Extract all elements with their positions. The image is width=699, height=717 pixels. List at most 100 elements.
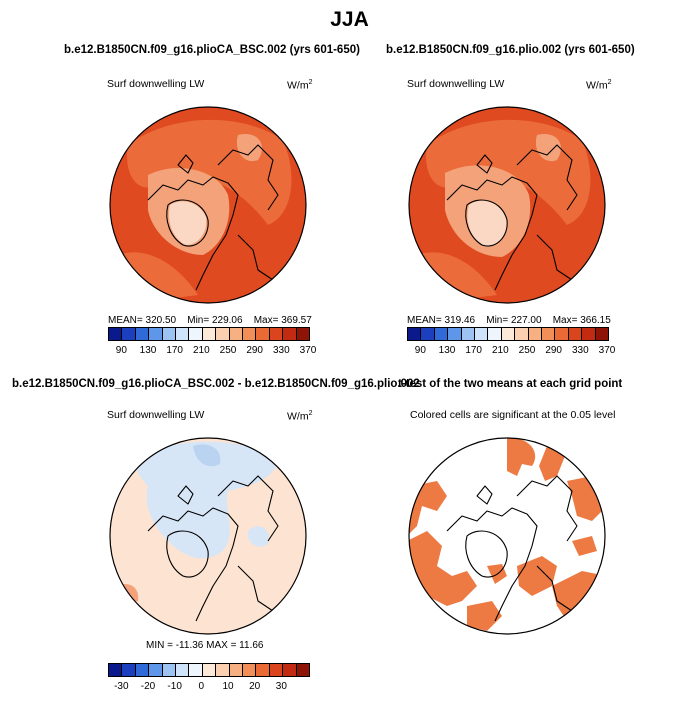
colorbar-tick-label: 290 [246,345,263,356]
panel-3-title: b.e12.B1850CN.f09_g16.plioCA_BSC.002 - b… [12,378,420,390]
panel-2-units: W/m2 [586,79,612,92]
panel-3-units: W/m2 [287,410,313,423]
panel-1-stats: MEAN= 320.50 Min= 229.06 Max= 369.57 [108,315,312,326]
colorbar-swatch [122,664,136,676]
colorbar-swatch [461,328,476,340]
colorbar-tick-label: 90 [414,345,426,356]
colorbar-tick-label: 170 [166,345,183,356]
panel-1-field [110,107,306,303]
colorbar-swatch [135,328,150,340]
colorbar-swatch [408,328,422,340]
colorbar-swatch [109,328,123,340]
colorbar-swatch [149,328,163,340]
colorbar-swatch [256,328,270,340]
colorbar-swatch [555,328,569,340]
colorbar-tick-label: 370 [299,345,317,356]
colorbar-tick-label: 290 [545,345,562,356]
main-title: JJA [330,8,369,31]
colorbar-swatch [528,328,543,340]
panel-4-subtitle: Colored cells are significant at the 0.0… [410,409,616,421]
colorbar-swatch [176,328,190,340]
panel-1-units: W/m2 [287,79,313,92]
panel-3-stats: MIN = -11.36 MAX = 11.66 [146,640,264,651]
colorbar-swatch [283,328,297,340]
panel-3-colorbar-ticks: -30 -20 -10 0 10 20 30 [108,681,308,693]
colorbar-swatch [202,664,217,676]
colorbar-tick-label: 250 [219,345,237,356]
colorbar-tick-label: 210 [192,345,210,356]
panel-3-variable-label: Surf downwelling LW [107,409,205,421]
panel-3-colorbar [108,663,310,677]
colorbar-swatch [515,328,529,340]
colorbar-tick-label: 170 [465,345,482,356]
colorbar-tick-label: 10 [222,681,234,692]
panel-3-coastlines [147,475,281,627]
colorbar-swatch [176,664,190,676]
colorbar-swatch [434,328,449,340]
panel-2-colorbar-ticks: 90 130 170 210 250 290 330 370 [407,345,616,357]
colorbar-tick-label: -10 [167,681,182,692]
colorbar-swatch [296,328,310,340]
colorbar-swatch [135,664,150,676]
panel-2-stats: MEAN= 319.46 Min= 227.00 Max= 366.15 [407,315,611,326]
colorbar-swatch [216,664,230,676]
colorbar-tick-label: 130 [438,345,456,356]
colorbar-tick-label: -20 [140,681,156,692]
colorbar-swatch [243,664,257,676]
colorbar-tick-label: 330 [571,345,589,356]
panel-2-map [408,106,606,304]
colorbar-tick-label: -30 [114,681,129,692]
colorbar-tick-label: 250 [518,345,536,356]
colorbar-swatch [542,328,556,340]
panel-1-colorbar [108,327,310,341]
panel-2-mean: MEAN= 319.46 [407,315,476,326]
panel-4-title: t-test of the two means at each grid poi… [398,378,623,390]
panel-1-min: Min= 229.06 [187,315,243,326]
panel-1-variable-label: Surf downwelling LW [107,78,205,90]
colorbar-swatch [122,328,136,340]
panel-1-max: Max= 369.57 [253,315,312,326]
colorbar-swatch [229,328,244,340]
colorbar-tick-label: 30 [275,681,287,692]
colorbar-tick-label: 370 [598,345,616,356]
colorbar-swatch [109,664,123,676]
colorbar-swatch [568,328,583,340]
colorbar-swatch [216,328,230,340]
colorbar-swatch [189,664,203,676]
panel-2-min: Min= 227.00 [486,315,542,326]
colorbar-tick-label: 0 [198,681,205,692]
panel-2-title: b.e12.B1850CN.f09_g16.plio.002 (yrs 601-… [386,44,635,56]
colorbar-tick-label: 130 [139,345,157,356]
colorbar-swatch [269,328,284,340]
colorbar-swatch [256,664,270,676]
colorbar-swatch [202,328,217,340]
colorbar-swatch [475,328,489,340]
panel-2-max: Max= 366.15 [552,315,611,326]
panel-4-map [408,437,606,635]
colorbar-swatch [229,664,244,676]
panel-3-field [110,438,306,634]
colorbar-swatch [501,328,516,340]
colorbar-swatch [243,328,257,340]
colorbar-swatch [448,328,462,340]
colorbar-swatch [595,328,609,340]
colorbar-swatch [296,664,310,676]
colorbar-swatch [582,328,596,340]
colorbar-swatch [189,328,203,340]
panel-2-field [409,107,605,303]
colorbar-swatch [149,664,163,676]
panel-4-significant-cells [409,438,605,634]
panel-1-coastlines [147,144,281,296]
panel-1-map [109,106,307,304]
colorbar-tick-label: 330 [272,345,290,356]
colorbar-tick-label: 90 [115,345,127,356]
panel-1-title: b.e12.B1850CN.f09_g16.plioCA_BSC.002 (yr… [64,44,360,56]
colorbar-swatch [283,664,297,676]
colorbar-swatch [421,328,435,340]
panel-3-map [109,437,307,635]
panel-1-colorbar-ticks: 90 130 170 210 250 290 330 370 [108,345,317,357]
colorbar-swatch [269,664,284,676]
colorbar-swatch [162,328,177,340]
colorbar-tick-label: 210 [491,345,509,356]
panel-2-colorbar [407,327,609,341]
